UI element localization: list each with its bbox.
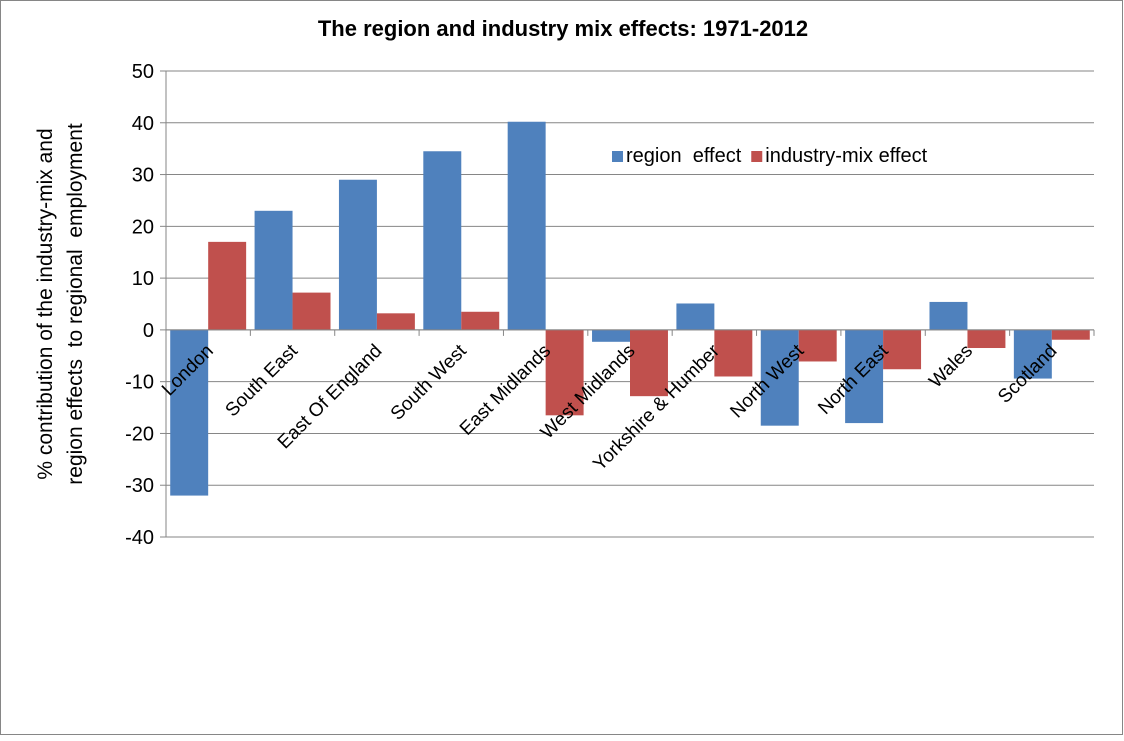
y-tick-label: 40 <box>132 113 154 135</box>
bar <box>376 313 415 330</box>
bar <box>798 329 837 362</box>
bar <box>292 292 331 330</box>
bar <box>929 301 968 330</box>
y-tick-label: -10 <box>125 372 154 394</box>
bar <box>461 311 500 330</box>
y-tick-label: 30 <box>132 165 154 187</box>
y-tick-label: 0 <box>143 320 154 342</box>
bar <box>883 329 922 370</box>
y-axis-label: % contribution of the industry-mix and <box>34 128 57 479</box>
legend-swatch <box>612 151 623 162</box>
bar <box>208 241 247 330</box>
bar <box>676 303 715 330</box>
y-tick-label: -40 <box>125 527 154 549</box>
bar <box>967 329 1006 349</box>
chart-title: The region and industry mix effects: 197… <box>318 16 808 41</box>
y-tick-label: -30 <box>125 475 154 497</box>
bar <box>1051 329 1090 340</box>
bar <box>338 179 377 330</box>
y-tick-label: -20 <box>125 423 154 445</box>
bar <box>1013 329 1052 379</box>
bar <box>845 329 884 424</box>
bar <box>592 329 630 342</box>
legend-label: industry-mix effect <box>765 145 927 167</box>
bar <box>714 329 753 377</box>
y-tick-label: 10 <box>132 268 154 290</box>
y-tick-label: 50 <box>132 61 154 83</box>
y-tick-label: 20 <box>132 216 154 238</box>
bar <box>170 329 209 496</box>
bar <box>630 329 668 397</box>
bar <box>760 329 799 426</box>
bar <box>545 329 584 416</box>
bar <box>423 151 462 330</box>
bar <box>254 210 293 330</box>
y-axis-label: region effects to regional employment <box>64 123 87 485</box>
bar <box>507 121 546 330</box>
legend-label: region effect <box>626 145 742 167</box>
legend-swatch <box>751 151 763 162</box>
